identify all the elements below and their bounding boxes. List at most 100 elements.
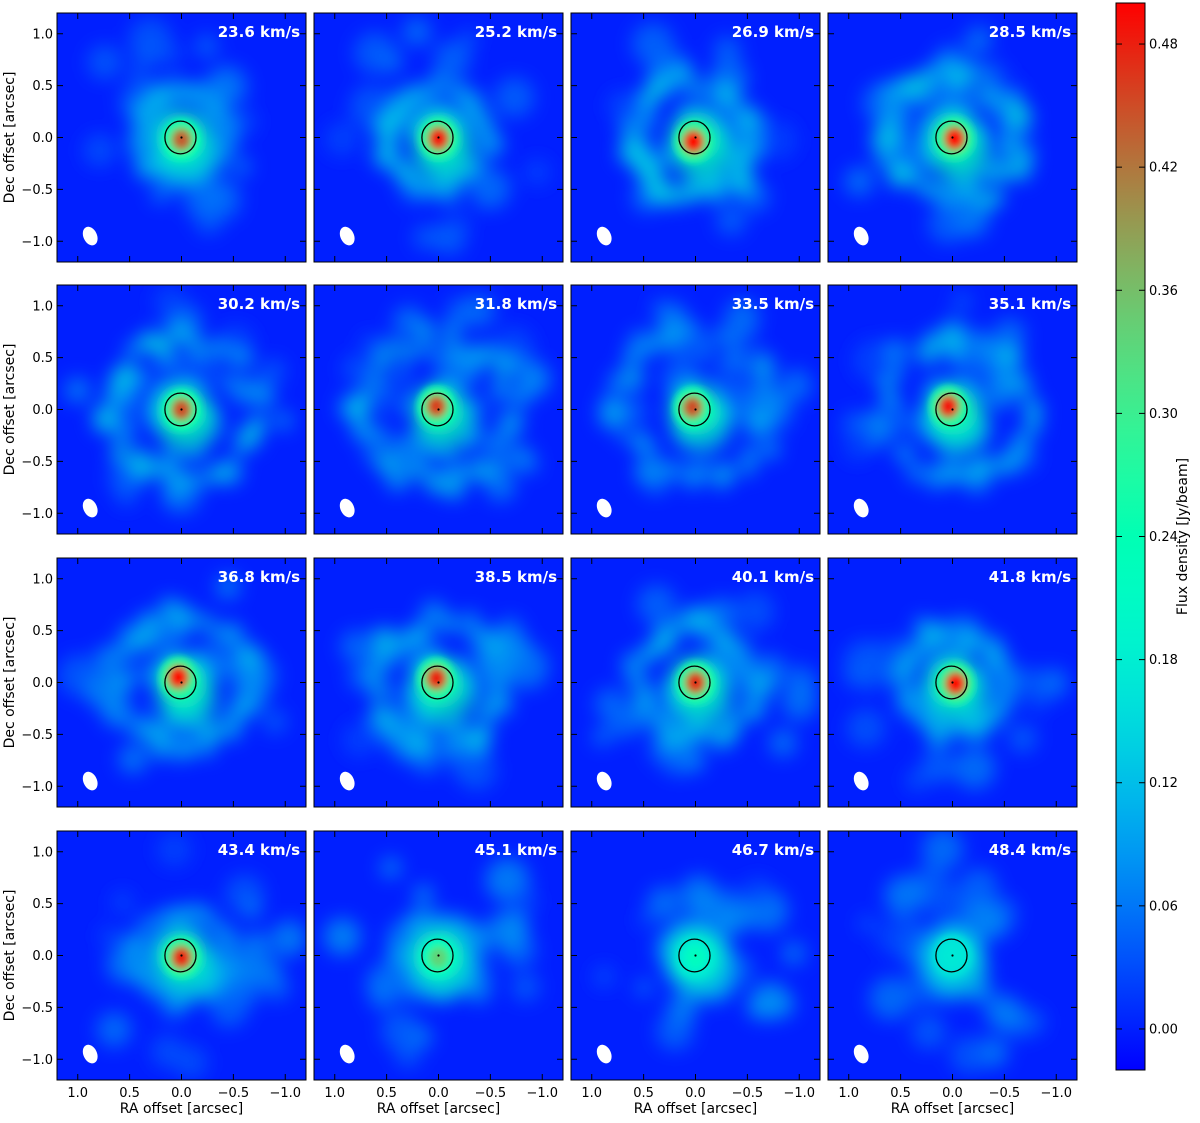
channel-panel: 41.8 km/s <box>827 557 1078 808</box>
velocity-label: 23.6 km/s <box>218 23 300 41</box>
emission-map: 26.9 km/s <box>571 13 820 262</box>
channel-panel: 25.2 km/s <box>313 12 564 263</box>
y-axis-label: Dec offset [arcsec] <box>2 890 18 1022</box>
emission-map: 28.5 km/s <box>828 13 1077 262</box>
channel-panel: 23.6 km/s 1.0 0.5 0.0 −0.5 −1.0 Dec offset [ar… <box>2 12 307 263</box>
compact-core <box>417 657 456 700</box>
diffuse-emission <box>607 22 798 236</box>
channel-panel: 33.5 km/s <box>570 284 821 535</box>
channel-panel: 35.1 km/s <box>827 284 1078 535</box>
velocity-label: 40.1 km/s <box>732 568 814 586</box>
emission-map: 35.1 km/s <box>828 285 1077 534</box>
beam-ellipse <box>339 1044 355 1064</box>
diffuse-emission <box>324 17 551 255</box>
stellar-contour <box>164 938 197 973</box>
x-tick-label: 0.5 <box>890 1086 911 1101</box>
emission-map: 33.5 km/s <box>571 285 820 534</box>
beam-ellipse <box>596 771 612 791</box>
emission-map: 45.1 km/s <box>314 831 563 1080</box>
channel-panel: 36.8 km/s 1.0 0.5 0.0 −0.5 −1.0 Dec offset [ar… <box>2 557 307 808</box>
stellar-contour <box>678 938 711 973</box>
velocity-label: 46.7 km/s <box>732 841 814 859</box>
beam-ellipse <box>596 498 612 518</box>
velocity-label: 48.4 km/s <box>989 841 1071 859</box>
velocity-label: 31.8 km/s <box>475 295 557 313</box>
emission-map: 38.5 km/s <box>314 558 563 807</box>
stellar-position-marker <box>694 136 697 139</box>
stellar-position-marker <box>951 681 954 684</box>
x-tick-label: −0.5 <box>475 1086 507 1101</box>
diffuse-emission <box>340 600 549 791</box>
channel-panel: 38.5 km/s <box>313 557 564 808</box>
channel-panel: 28.5 km/s <box>827 12 1078 263</box>
beam-ellipse <box>82 226 98 246</box>
stellar-contour <box>421 392 454 427</box>
diffuse-emission <box>336 293 551 502</box>
x-tick-label: 0.5 <box>633 1086 654 1101</box>
colorbar: 0.00 0.06 0.12 0.18 0.24 0.30 0.36 0.42 0.48 Flux… <box>1115 2 1191 1071</box>
stellar-contour <box>678 392 711 427</box>
y-tick-label: 0.5 <box>32 897 53 912</box>
x-tick-label: −1.0 <box>526 1086 558 1101</box>
emission-map: 25.2 km/s <box>314 13 563 262</box>
y-tick-label: 0.5 <box>32 351 53 366</box>
stellar-contour <box>935 938 968 973</box>
stellar-position-marker <box>180 136 183 139</box>
stellar-position-marker <box>437 408 440 411</box>
compact-core <box>159 656 198 699</box>
velocity-label: 28.5 km/s <box>989 23 1071 41</box>
y-tick-label: −1.0 <box>21 1053 53 1068</box>
channel-panel: 48.4 km/s 1.0 0.5 0.0 −0.5 −1.0 RA offset [arc… <box>827 830 1078 1117</box>
x-tick-label: 0.0 <box>685 1086 706 1101</box>
stellar-position-marker <box>694 408 697 411</box>
emission-map: 30.2 km/s <box>57 285 306 534</box>
compact-core <box>929 385 968 428</box>
y-tick-label: 1.0 <box>32 27 53 42</box>
y-tick-label: 0.0 <box>32 676 53 691</box>
diffuse-emission <box>841 292 1043 494</box>
colorbar-tick-label: 0.06 <box>1149 899 1178 914</box>
colorbar-tick-label: 0.42 <box>1149 161 1178 176</box>
diffuse-emission <box>323 857 540 1069</box>
beam-ellipse <box>339 771 355 791</box>
beam-ellipse <box>596 226 612 246</box>
y-tick-label: −0.5 <box>21 1001 53 1016</box>
velocity-label: 33.5 km/s <box>732 295 814 313</box>
velocity-label: 35.1 km/s <box>989 295 1071 313</box>
beam-ellipse <box>82 771 98 791</box>
channel-panel: 46.7 km/s 1.0 0.5 0.0 −0.5 −1.0 RA offset [arc… <box>570 830 821 1117</box>
stellar-position-marker <box>951 136 954 139</box>
beam-ellipse <box>596 1044 612 1064</box>
compact-core <box>674 120 713 163</box>
x-axis-label: RA offset [arcsec] <box>120 1101 244 1117</box>
x-tick-label: −1.0 <box>269 1086 301 1101</box>
emission-map: 48.4 km/s <box>828 831 1077 1080</box>
colorbar-tick-label: 0.12 <box>1149 776 1178 791</box>
channel-panel: 30.2 km/s 1.0 0.5 0.0 −0.5 −1.0 Dec offset [ar… <box>2 284 307 535</box>
emission-map: 46.7 km/s <box>571 831 820 1080</box>
colorbar-tick-label: 0.18 <box>1149 653 1178 668</box>
x-tick-label: −0.5 <box>989 1086 1021 1101</box>
y-axis-label: Dec offset [arcsec] <box>2 72 18 204</box>
stellar-position-marker <box>180 954 183 957</box>
y-tick-label: 1.0 <box>32 572 53 587</box>
stellar-contour <box>421 120 454 155</box>
channel-panel: 40.1 km/s <box>570 557 821 808</box>
panels-layer: 23.6 km/s 1.0 0.5 0.0 −0.5 −1.0 Dec offset [ar… <box>2 12 1078 1117</box>
colorbar-tick-label: 0.30 <box>1149 407 1178 422</box>
velocity-label: 45.1 km/s <box>475 841 557 859</box>
stellar-position-marker <box>180 681 183 684</box>
stellar-contour <box>935 120 968 155</box>
y-tick-label: 0.5 <box>32 79 53 94</box>
beam-ellipse <box>853 498 869 518</box>
colorbar-tick-label: 0.00 <box>1149 1022 1178 1037</box>
x-axis-label: RA offset [arcsec] <box>634 1101 758 1117</box>
x-axis-label: RA offset [arcsec] <box>891 1101 1015 1117</box>
velocity-label: 38.5 km/s <box>475 568 557 586</box>
emission-map: 41.8 km/s <box>828 558 1077 807</box>
x-tick-label: 1.0 <box>581 1086 602 1101</box>
emission-map: 43.4 km/s <box>57 831 306 1080</box>
y-tick-label: −1.0 <box>21 235 53 250</box>
y-tick-label: −0.5 <box>21 183 53 198</box>
